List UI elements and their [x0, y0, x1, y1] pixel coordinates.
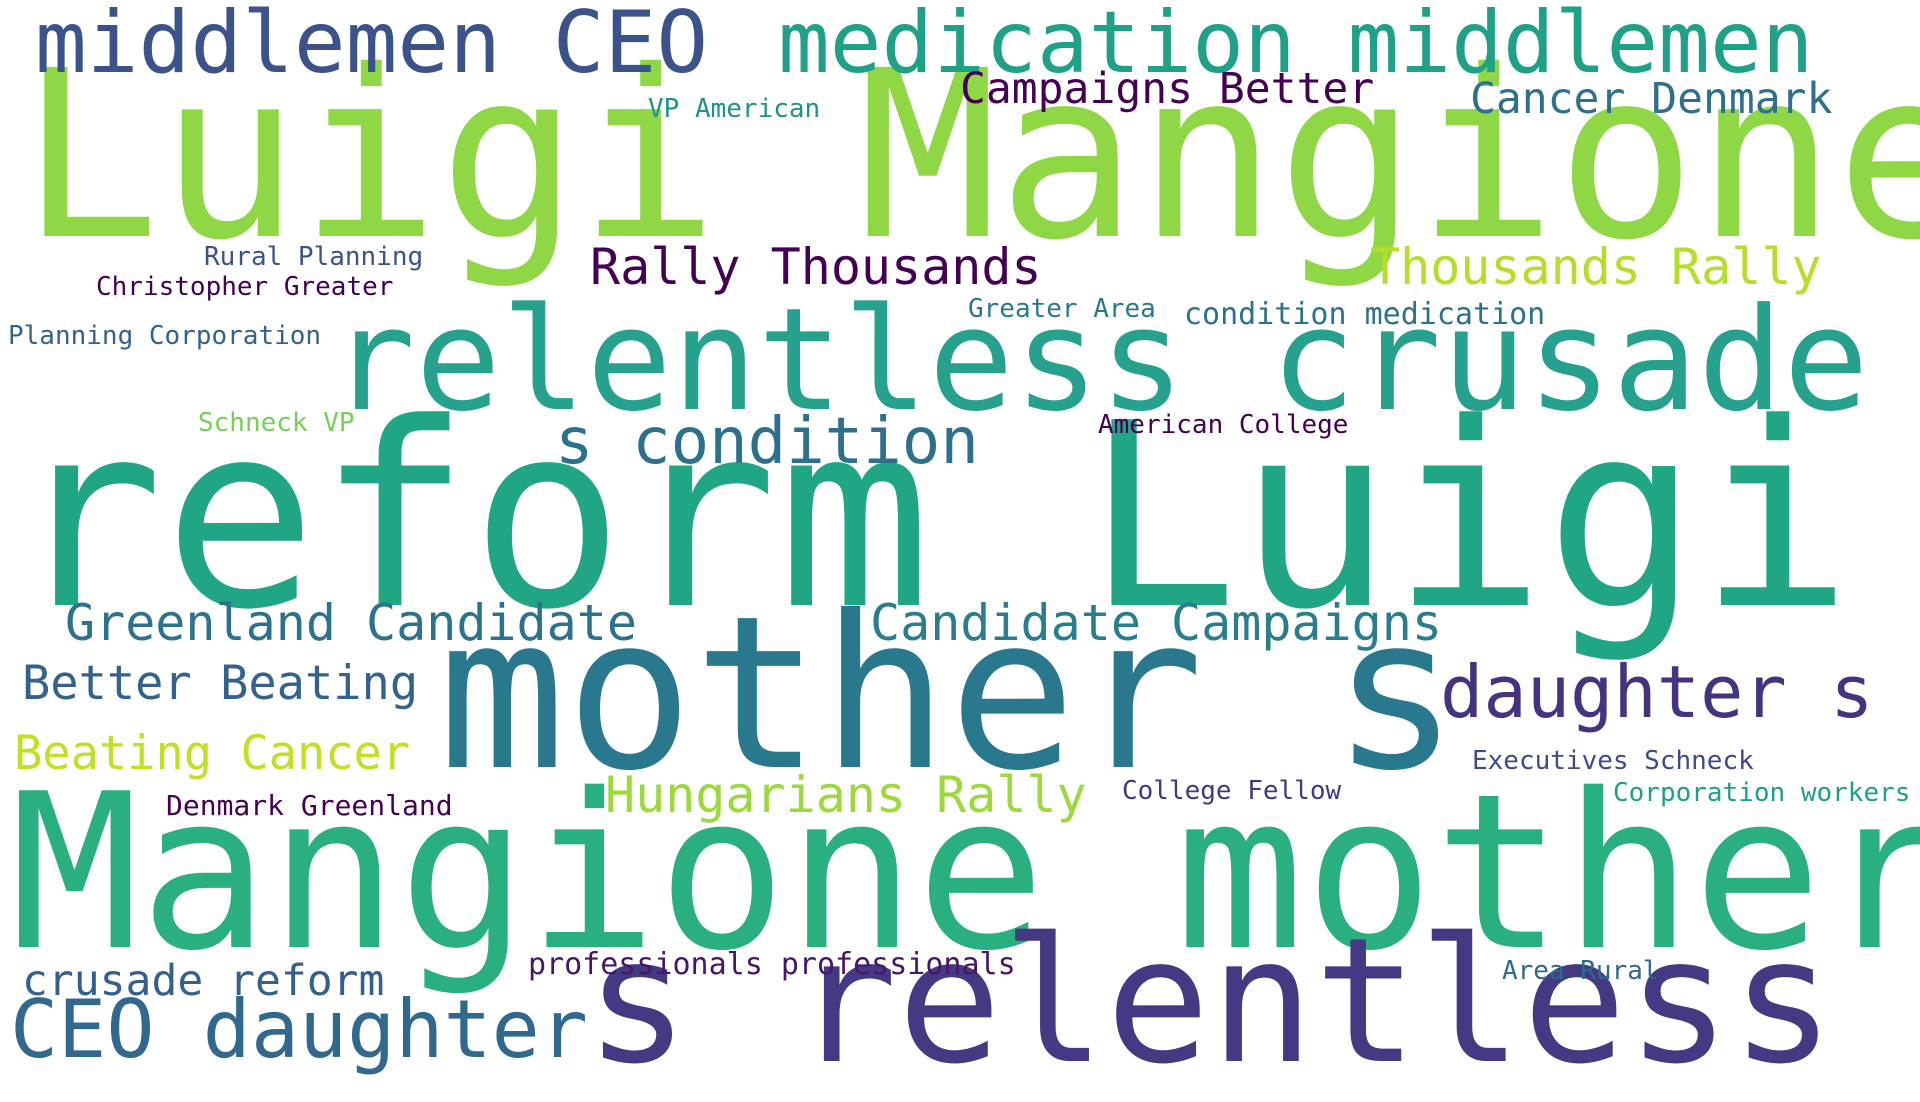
word-thousands-rally: Thousands Rally [1370, 238, 1822, 296]
word-luigi-mangione: Luigi Mangione [20, 21, 1920, 291]
word-condition-medication: condition medication [1184, 297, 1546, 332]
word-mangione-mother: Mangione mother [10, 747, 1920, 998]
word-greater-area: Greater Area [968, 294, 1156, 324]
word-crusade-reform: crusade reform [22, 956, 385, 1006]
word-ceo-daughter: CEO daughter [10, 983, 588, 1076]
word-s-condition: s condition [555, 405, 979, 479]
word-schneck-vp: Schneck VP [198, 408, 355, 438]
word-college-fellow: College Fellow [1122, 776, 1342, 806]
word-relentless-crusade: relentless crusade [330, 278, 1869, 443]
word-professionals-professionals: professionals professionals [528, 947, 1016, 982]
word-american-college: American College [1098, 410, 1349, 440]
word-candidate-campaigns: Candidate Campaigns [870, 594, 1442, 652]
word-beating-cancer: Beating Cancer [14, 726, 411, 781]
word-daughter-s: daughter s [1440, 650, 1874, 734]
word-area-rural: Area Rural [1502, 956, 1659, 986]
word-christopher-greater: Christopher Greater [96, 272, 394, 302]
word-hungarians-rally: Hungarians Rally [605, 766, 1087, 824]
word-executives-schneck: Executives Schneck [1472, 746, 1754, 776]
word-campaigns-better: Campaigns Better [960, 64, 1375, 114]
word-greenland-candidate: Greenland Candidate [65, 594, 637, 652]
word-denmark-greenland: Denmark Greenland [166, 789, 453, 822]
word-mother-s: mother s [438, 570, 1460, 817]
word-vp-american: VP American [648, 94, 821, 124]
word-medication-middlemen: medication middlemen [778, 0, 1814, 93]
word-rural-planning: Rural Planning [204, 242, 424, 272]
word-s-relentless: s relentless [585, 900, 1835, 1102]
word-better-beating: Better Beating [22, 656, 419, 711]
word-planning-corporation: Planning Corporation [8, 321, 322, 351]
word-corporation-workers: Corporation workers [1613, 778, 1911, 808]
word-middlemen-ceo: middlemen CEO [35, 0, 709, 93]
word-reform-luigi: reform Luigi [10, 369, 1853, 666]
word-cancer-denmark: Cancer Denmark [1470, 74, 1833, 124]
word-rally-thousands: Rally Thousands [590, 238, 1042, 296]
